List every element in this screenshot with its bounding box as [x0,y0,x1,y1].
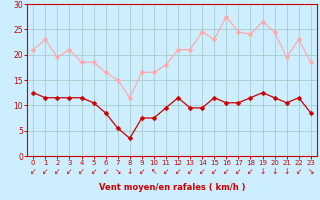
Text: ↙: ↙ [78,167,85,176]
Text: ↖: ↖ [151,167,157,176]
Text: ↙: ↙ [235,167,242,176]
Text: ↘: ↘ [115,167,121,176]
Text: ↙: ↙ [223,167,229,176]
Text: ↙: ↙ [139,167,145,176]
Text: ↙: ↙ [247,167,254,176]
Text: ↓: ↓ [127,167,133,176]
Text: ↙: ↙ [66,167,73,176]
Text: ↙: ↙ [102,167,109,176]
Text: ↙: ↙ [42,167,49,176]
Text: ↙: ↙ [30,167,36,176]
Text: ↙: ↙ [163,167,169,176]
Text: ↘: ↘ [308,167,314,176]
Text: ↓: ↓ [271,167,278,176]
Text: ↙: ↙ [175,167,181,176]
Text: ↙: ↙ [211,167,217,176]
Text: ↙: ↙ [54,167,60,176]
Text: ↙: ↙ [199,167,205,176]
Text: ↙: ↙ [187,167,193,176]
Text: ↙: ↙ [295,167,302,176]
X-axis label: Vent moyen/en rafales ( km/h ): Vent moyen/en rafales ( km/h ) [99,183,245,192]
Text: ↓: ↓ [284,167,290,176]
Text: ↙: ↙ [90,167,97,176]
Text: ↓: ↓ [259,167,266,176]
